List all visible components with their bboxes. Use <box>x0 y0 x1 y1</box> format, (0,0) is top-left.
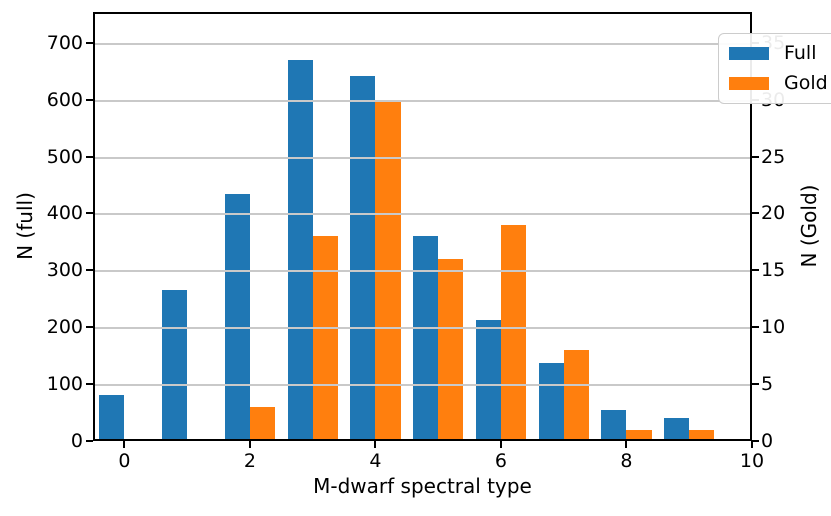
bar-full-x4 <box>350 76 376 441</box>
legend-entry-gold: Gold <box>729 71 828 94</box>
bar-full-x0 <box>99 395 125 441</box>
bar-full-x2 <box>224 193 250 441</box>
y-right-tick-0 <box>752 440 759 442</box>
plot-area: Full Gold <box>93 12 831 441</box>
bar-gold-x3 <box>312 236 338 441</box>
gridline-y700 <box>93 42 752 45</box>
bar-gold-x8 <box>626 429 652 441</box>
y-left-tick-400 <box>86 212 93 215</box>
bar-full-x9 <box>664 418 690 441</box>
legend-swatch-gold-icon <box>729 76 769 90</box>
y-left-tick-0 <box>86 440 93 442</box>
y-left-tick-500 <box>86 155 93 158</box>
x-tick-10 <box>751 441 753 448</box>
x-tick-0 <box>123 441 126 448</box>
y-right-tick-label-10: 10 <box>761 316 786 339</box>
y-right-tick-label-25: 25 <box>761 145 786 168</box>
bar-full-x3 <box>287 60 313 441</box>
gridline-y300 <box>93 270 752 273</box>
y-left-tick-100 <box>86 383 93 386</box>
y-right-tick-label-20: 20 <box>761 202 786 225</box>
bar-full-x6 <box>475 319 501 441</box>
gridline-y600 <box>93 99 752 102</box>
legend-label-gold: Gold <box>784 71 828 94</box>
y-left-tick-200 <box>86 326 93 329</box>
x-tick-8 <box>625 441 628 448</box>
bar-full-x8 <box>601 409 627 441</box>
x-tick-label-8: 8 <box>620 450 633 472</box>
bar-full-x5 <box>413 235 439 441</box>
x-tick-label-10: 10 <box>739 450 765 472</box>
x-tick-label-2: 2 <box>243 450 256 472</box>
y-left-tick-label-200: 200 <box>46 316 83 339</box>
gridline-y500 <box>93 156 752 159</box>
y-left-tick-label-0: 0 <box>70 430 83 452</box>
y-right-tick-5 <box>752 383 759 386</box>
y-right-tick-label-15: 15 <box>761 259 786 282</box>
y-right-tick-20 <box>752 212 759 215</box>
x-tick-label-0: 0 <box>118 450 131 472</box>
gridline-y100 <box>93 384 752 387</box>
bar-gold-x2 <box>249 406 275 441</box>
x-axis-label: M-dwarf spectral type <box>313 474 532 498</box>
legend-label-full: Full <box>784 42 817 64</box>
bar-gold-x9 <box>689 429 715 441</box>
legend: Full Gold <box>718 33 831 104</box>
y-left-tick-label-400: 400 <box>46 202 83 225</box>
bar-full-x7 <box>538 363 564 441</box>
x-tick-label-4: 4 <box>369 450 382 472</box>
bar-full-x1 <box>162 289 188 441</box>
y-axis-label-right: N (Gold) <box>797 184 821 268</box>
y-right-tick-label-5: 5 <box>761 373 774 396</box>
gridline-y200 <box>93 327 752 330</box>
bar-gold-x7 <box>563 349 589 441</box>
x-tick-2 <box>248 441 251 448</box>
legend-entry-full: Full <box>729 43 828 64</box>
y-right-tick-label-0: 0 <box>761 430 774 452</box>
y-left-tick-label-600: 600 <box>46 88 83 111</box>
y-right-tick-10 <box>752 326 759 329</box>
y-right-tick-15 <box>752 269 759 272</box>
bar-gold-x5 <box>438 258 464 441</box>
y-left-tick-300 <box>86 269 93 272</box>
y-left-tick-label-100: 100 <box>46 373 83 396</box>
bar-gold-x6 <box>500 224 527 441</box>
y-left-tick-label-500: 500 <box>46 145 83 168</box>
x-tick-label-6: 6 <box>494 450 507 472</box>
y-left-tick-700 <box>86 41 93 44</box>
gridline-y400 <box>93 213 752 216</box>
x-tick-6 <box>499 441 502 448</box>
x-tick-4 <box>374 441 377 448</box>
y-left-tick-label-300: 300 <box>46 259 83 282</box>
legend-swatch-full-icon <box>729 46 769 60</box>
y-left-tick-label-700: 700 <box>46 31 83 54</box>
y-left-tick-600 <box>86 98 93 101</box>
y-right-tick-25 <box>752 155 759 158</box>
